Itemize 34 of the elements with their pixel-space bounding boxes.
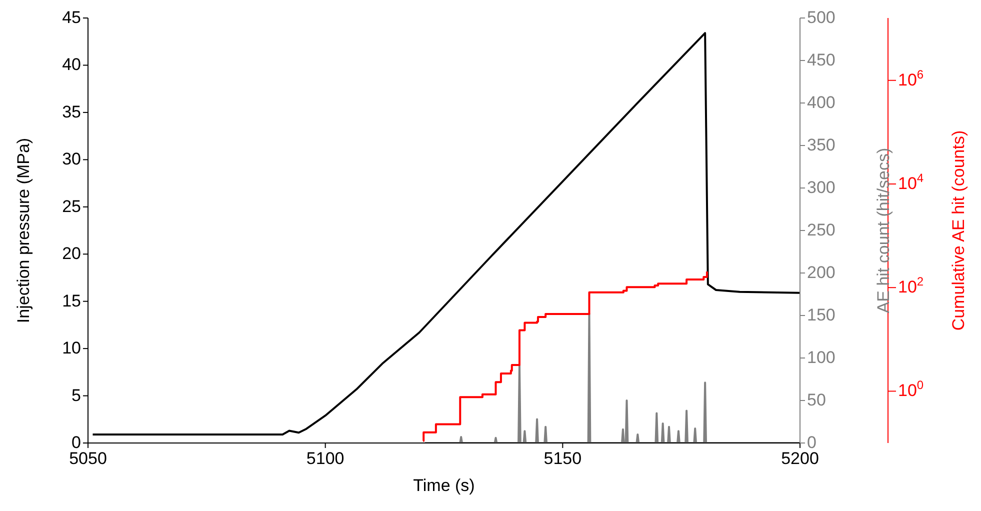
y3-tick-label: 10$^{2}$ [898,274,924,297]
y2-tick-label: 400 [807,93,836,112]
line-series [92,32,800,436]
y2-axis-title: AE hit count (hit/secs) [874,148,894,314]
y3-tick-label: 10$^{0}$ [898,378,924,400]
y-tick-label: 10 [62,338,81,358]
y-axis-title: Injection pressure (MPa) [14,138,34,324]
y-tick-label: 5 [72,386,81,405]
y-tick-label: 15 [62,291,81,310]
y-tick-label: 30 [62,150,81,169]
y3-axis-title: Cumulative AE hit (counts) [949,130,968,331]
y2-tick-label: 200 [807,263,836,282]
y-tick-label: 20 [62,244,81,264]
y-tick-label: 35 [62,102,81,122]
x-tick-label: 5100 [306,449,344,468]
x-tick-label: 5050 [69,449,107,468]
y-tick-label: 45 [62,8,81,27]
y3-tick-label: 10$^{4}$ [898,170,924,193]
y2-tick-label: 100 [807,348,836,367]
y2-tick-label: 50 [807,390,826,410]
y-tick-label: 25 [62,196,81,216]
y2-tick-label: 150 [807,306,836,324]
y-tick-label: 0 [72,433,81,452]
y2-tick-label: 300 [807,178,836,197]
x-tick-label: 5150 [544,449,582,468]
y-tick-label: 40 [62,55,81,74]
y2-tick-label: 0 [807,433,816,452]
y2-tick-label: 350 [807,136,836,154]
y3-tick-label: 10$^{6}$ [898,67,924,90]
x-tick-label: 5200 [781,449,819,468]
y2-tick-label: 250 [807,220,836,240]
y2-tick-label: 500 [807,8,836,27]
x-axis-title: Time (s) [413,476,475,495]
y2-tick-label: 450 [807,50,836,70]
